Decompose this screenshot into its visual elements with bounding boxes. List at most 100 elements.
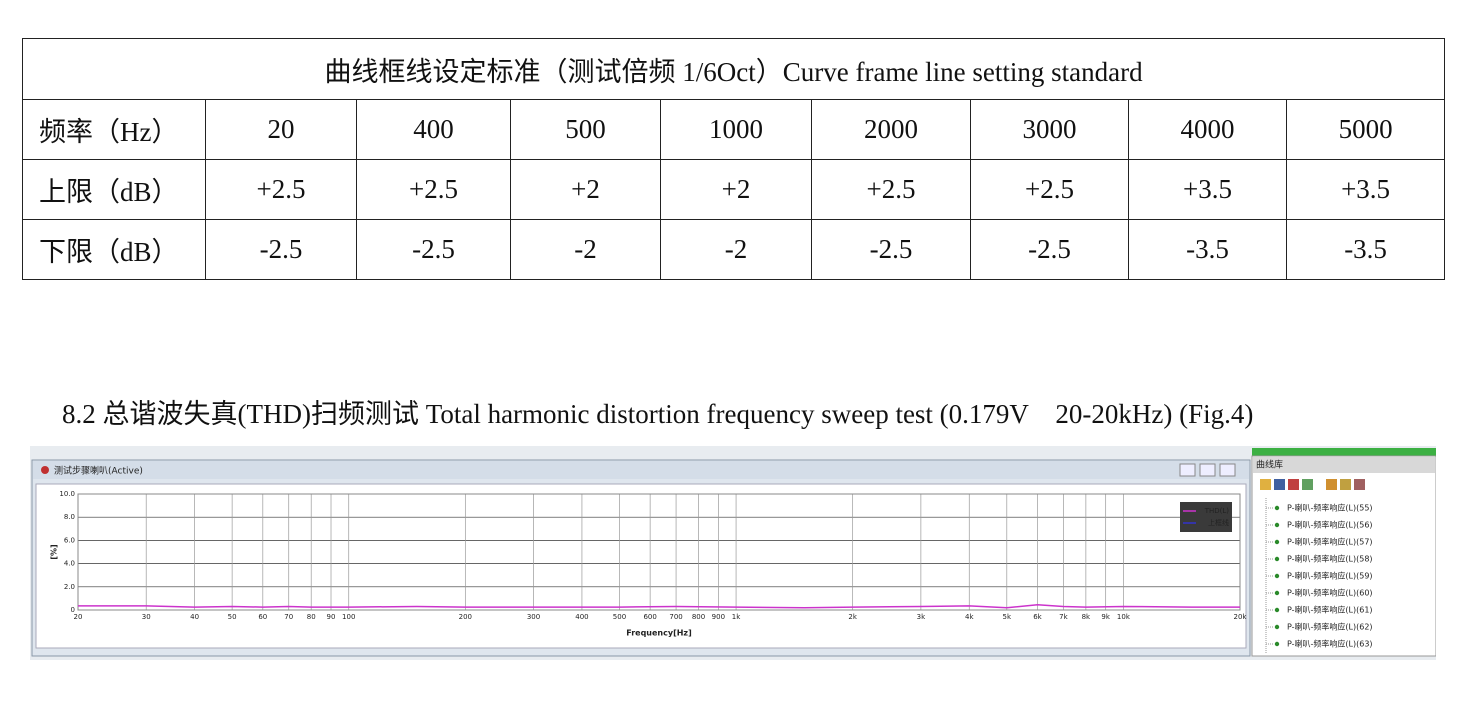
tool-icon[interactable] (1274, 479, 1285, 490)
y-tick-label: 0 (71, 606, 75, 614)
x-tick-label: 30 (142, 613, 151, 621)
close-button[interactable] (1219, 463, 1236, 477)
x-tick-label: 200 (459, 613, 472, 621)
x-tick-label: 50 (228, 613, 237, 621)
library-item[interactable]: P-喇叭-频率响应(L)(63) (1287, 639, 1373, 649)
x-tick-label: 900 (712, 613, 725, 621)
x-tick-label: 60 (258, 613, 267, 621)
table-cell: 20 (205, 99, 357, 160)
table-cell: 2000 (811, 99, 971, 160)
x-tick-label: 6k (1033, 613, 1042, 621)
x-tick-label: 4k (965, 613, 974, 621)
table-cell: +2.5 (205, 159, 357, 220)
table-cell: 3000 (970, 99, 1129, 160)
library-title: 曲线库 (1256, 459, 1283, 471)
table-cell: 500 (510, 99, 661, 160)
tool-icon[interactable] (1288, 479, 1299, 490)
legend-label: THD(L) (1204, 507, 1230, 515)
table-cell: -2.5 (970, 219, 1129, 280)
screenshot: 测试步骤喇叭(Active) 0 2.0 4.0 6.0 8.0 10.0 20 30 40 50… (30, 446, 1436, 660)
table-cell: -2 (660, 219, 812, 280)
table-cell: +3.5 (1285, 159, 1446, 220)
y-tick-label: 8.0 (64, 513, 75, 521)
table-cell: +2.5 (970, 159, 1129, 220)
table-title: 曲线框线设定标准（测试倍频 1/6Oct）Curve frame line se… (21, 38, 1446, 100)
library-header (1253, 457, 1435, 473)
x-tick-label: 7k (1059, 613, 1068, 621)
table-cell: 5000 (1285, 99, 1446, 160)
tool-icon[interactable] (1302, 479, 1313, 490)
library-item[interactable]: P-喇叭-频率响应(L)(57) (1287, 537, 1373, 547)
table-cell: -3.5 (1128, 219, 1287, 280)
table-cell: -2.5 (356, 219, 511, 280)
item-dot (1274, 522, 1280, 528)
y-tick-label: 6.0 (64, 536, 75, 544)
window-icon (41, 466, 49, 474)
legend-label: 上框线 (1208, 518, 1229, 527)
green-bar (1252, 448, 1436, 456)
x-tick-label: 100 (342, 613, 355, 621)
table-cell: +2 (660, 159, 812, 220)
x-tick-label: 400 (575, 613, 588, 621)
item-dot (1274, 539, 1280, 545)
item-dot (1274, 590, 1280, 596)
item-dot (1274, 556, 1280, 562)
table-cell: +2.5 (811, 159, 971, 220)
table-cell: -2.5 (205, 219, 357, 280)
legend-box (1180, 502, 1232, 532)
table-row: 下限（dB） -2.5 -2.5 -2 -2 -2.5 -2.5 -3.5 -3.5 (22, 219, 1446, 280)
toolbar (1260, 479, 1365, 490)
table-cell: +3.5 (1128, 159, 1287, 220)
x-tick-label: 5k (1003, 613, 1012, 621)
library-item[interactable]: P-喇叭-频率响应(L)(62) (1287, 622, 1373, 632)
x-tick-label: 600 (643, 613, 656, 621)
library-item[interactable]: P-喇叭-频率响应(L)(61) (1287, 605, 1373, 615)
table-cell: -2 (510, 219, 661, 280)
library-list: P-喇叭-频率响应(L)(55) P-喇叭-频率响应(L)(56) P-喇叭-频率响… (1265, 498, 1373, 654)
library-item[interactable]: P-喇叭-频率响应(L)(55) (1287, 503, 1373, 513)
item-dot (1274, 573, 1280, 579)
y-tick-label: 4.0 (64, 560, 75, 568)
item-dot (1274, 505, 1280, 511)
title-row: 曲线框线设定标准（测试倍频 1/6Oct）Curve frame line se… (21, 38, 1446, 100)
x-tick-label: 70 (284, 613, 293, 621)
minimize-button[interactable] (1179, 463, 1196, 477)
table-row: 频率（Hz） 20 400 500 1000 2000 3000 4000 5000 (22, 99, 1446, 160)
chart-panel (35, 483, 1247, 649)
tool-icon[interactable] (1326, 479, 1337, 490)
x-tick-label: 3k (917, 613, 926, 621)
x-tick-label: 800 (692, 613, 705, 621)
library-item[interactable]: P-喇叭-频率响应(L)(59) (1287, 571, 1373, 581)
x-tick-label: 700 (669, 613, 682, 621)
library-item[interactable]: P-喇叭-频率响应(L)(60) (1287, 588, 1373, 598)
x-tick-label: 1k (732, 613, 741, 621)
plot: 0 2.0 4.0 6.0 8.0 10.0 20 30 40 50 60 70 80 90 100 200 3… (50, 490, 1248, 638)
y-axis-label: [%] (50, 544, 59, 559)
table-cell: 400 (356, 99, 511, 160)
item-dot (1274, 624, 1280, 630)
table-cell: -2.5 (811, 219, 971, 280)
x-tick-label: 2k (848, 613, 857, 621)
table-cell: 4000 (1128, 99, 1287, 160)
tool-icon[interactable] (1340, 479, 1351, 490)
row-header: 下限（dB） (22, 219, 206, 280)
x-tick-label: 90 (327, 613, 336, 621)
table-row: 上限（dB） +2.5 +2.5 +2 +2 +2.5 +2.5 +3.5 +3.5 (22, 159, 1446, 220)
x-tick-label: 9k (1101, 613, 1110, 621)
x-tick-label: 10k (1117, 613, 1131, 621)
window-title: 测试步骤喇叭(Active) (54, 465, 143, 477)
x-tick-label: 20 (74, 613, 83, 621)
library-item[interactable]: P-喇叭-频率响应(L)(56) (1287, 520, 1373, 530)
tool-icon[interactable] (1260, 479, 1271, 490)
section-title: 8.2 总谐波失真(THD)扫频测试 Total harmonic distor… (62, 399, 1254, 429)
title-bar (33, 461, 1249, 479)
maximize-button[interactable] (1199, 463, 1216, 477)
x-tick-label: 20k (1234, 613, 1248, 621)
item-dot (1274, 641, 1280, 647)
table-cell: +2 (510, 159, 661, 220)
tool-icon[interactable] (1354, 479, 1365, 490)
table-cell: -3.5 (1285, 219, 1446, 280)
library-item[interactable]: P-喇叭-频率响应(L)(58) (1287, 554, 1373, 564)
y-tick-label: 10.0 (59, 490, 75, 498)
